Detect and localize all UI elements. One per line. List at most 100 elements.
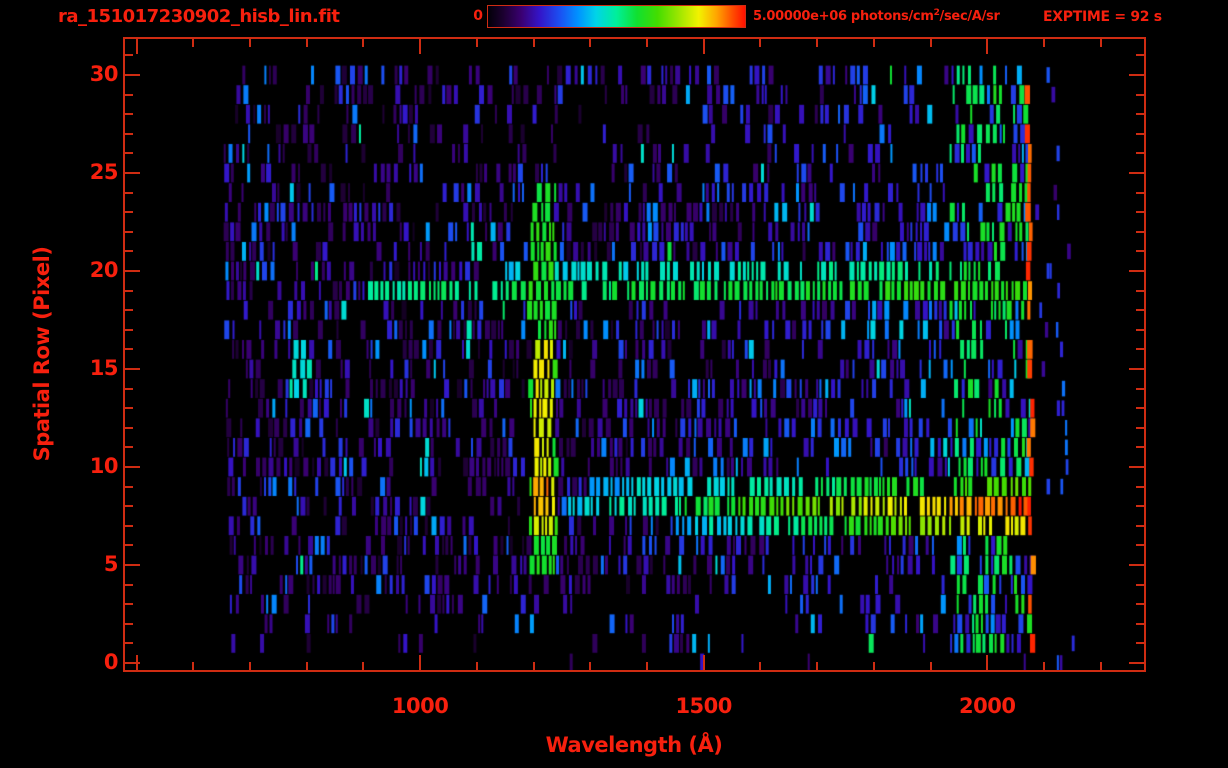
y-tick <box>1136 348 1144 350</box>
y-tick <box>125 388 133 390</box>
y-tick <box>1136 603 1144 605</box>
colorbar-max-label-superscript: 2 <box>933 8 940 18</box>
x-tick <box>476 662 478 670</box>
x-tick <box>589 39 591 47</box>
y-tick <box>1136 94 1144 96</box>
y-tick <box>1136 54 1144 56</box>
x-tick <box>1043 39 1045 47</box>
x-tick <box>646 662 648 670</box>
y-tick <box>125 113 133 115</box>
y-tick <box>1129 74 1144 76</box>
y-tick <box>125 564 140 566</box>
colorbar <box>487 5 746 28</box>
y-tick <box>125 544 133 546</box>
y-tick-label: 25 <box>89 160 119 184</box>
x-tick <box>476 39 478 47</box>
y-tick <box>125 446 133 448</box>
x-tick <box>1043 662 1045 670</box>
exptime-label: EXPTIME = 92 s <box>1043 9 1162 25</box>
y-tick <box>1136 446 1144 448</box>
x-tick <box>816 39 818 47</box>
x-tick <box>986 655 988 670</box>
y-tick <box>1136 113 1144 115</box>
x-tick <box>249 39 251 47</box>
y-axis-title: Spatial Row (Pixel) <box>30 246 54 462</box>
y-tick <box>125 54 133 56</box>
x-tick <box>703 39 705 54</box>
y-tick <box>1136 192 1144 194</box>
x-tick <box>646 39 648 47</box>
y-tick <box>125 133 133 135</box>
y-tick <box>125 290 133 292</box>
y-tick <box>1136 544 1144 546</box>
x-tick <box>306 662 308 670</box>
y-tick <box>125 270 140 272</box>
colorbar-max-label-post: /sec/A/sr <box>939 9 1000 24</box>
y-tick <box>125 250 133 252</box>
y-tick <box>125 466 140 468</box>
x-tick <box>873 662 875 670</box>
y-tick <box>125 348 133 350</box>
y-tick <box>125 584 133 586</box>
y-tick-label: 20 <box>89 258 119 282</box>
colorbar-max-label-pre: 5.00000e+06 photons/cm <box>753 9 934 24</box>
y-tick <box>1129 270 1144 272</box>
x-tick <box>1100 662 1102 670</box>
y-tick-label: 10 <box>89 453 119 478</box>
y-tick <box>1136 584 1144 586</box>
x-tick <box>589 662 591 670</box>
x-tick <box>192 662 194 670</box>
x-tick <box>362 662 364 670</box>
y-tick <box>125 309 133 311</box>
y-tick-label: 30 <box>89 62 119 87</box>
x-tick <box>703 655 705 670</box>
y-tick <box>125 662 140 664</box>
y-tick <box>125 525 133 527</box>
y-tick <box>125 505 133 507</box>
colorbar-max-label: 5.00000e+06 photons/cm2/sec/A/sr <box>753 8 1000 24</box>
y-tick <box>1136 152 1144 154</box>
y-tick <box>1136 505 1144 507</box>
x-axis-title: Wavelength (Å) <box>545 733 723 757</box>
y-tick <box>1129 172 1144 174</box>
y-tick <box>1136 407 1144 409</box>
x-tick <box>930 39 932 47</box>
x-tick <box>306 39 308 47</box>
y-tick <box>125 407 133 409</box>
y-tick <box>1136 211 1144 213</box>
x-tick <box>249 662 251 670</box>
y-tick <box>1136 309 1144 311</box>
y-tick <box>1136 427 1144 429</box>
y-tick-label: 5 <box>103 551 119 576</box>
x-tick <box>362 39 364 47</box>
y-tick <box>1136 525 1144 527</box>
x-tick <box>986 39 988 54</box>
y-tick <box>125 172 140 174</box>
y-tick <box>1136 642 1144 644</box>
y-tick <box>125 642 133 644</box>
x-tick <box>419 39 421 54</box>
x-tick <box>759 39 761 47</box>
x-tick <box>873 39 875 47</box>
y-tick <box>125 231 133 233</box>
y-tick <box>1136 486 1144 488</box>
x-tick <box>419 655 421 670</box>
x-tick <box>533 662 535 670</box>
plot-frame <box>123 37 1146 672</box>
x-tick <box>192 39 194 47</box>
y-tick <box>125 152 133 154</box>
y-tick <box>1129 662 1144 664</box>
y-tick <box>125 368 140 370</box>
y-tick <box>1136 250 1144 252</box>
y-tick <box>1129 466 1144 468</box>
y-tick <box>1129 564 1144 566</box>
x-tick-label: 2000 <box>958 694 1016 718</box>
y-tick <box>125 603 133 605</box>
y-tick <box>125 427 133 429</box>
y-tick <box>125 94 133 96</box>
y-tick-label: 0 <box>103 649 119 674</box>
y-tick <box>1136 623 1144 625</box>
x-tick <box>759 662 761 670</box>
x-tick-label: 1500 <box>675 694 732 718</box>
